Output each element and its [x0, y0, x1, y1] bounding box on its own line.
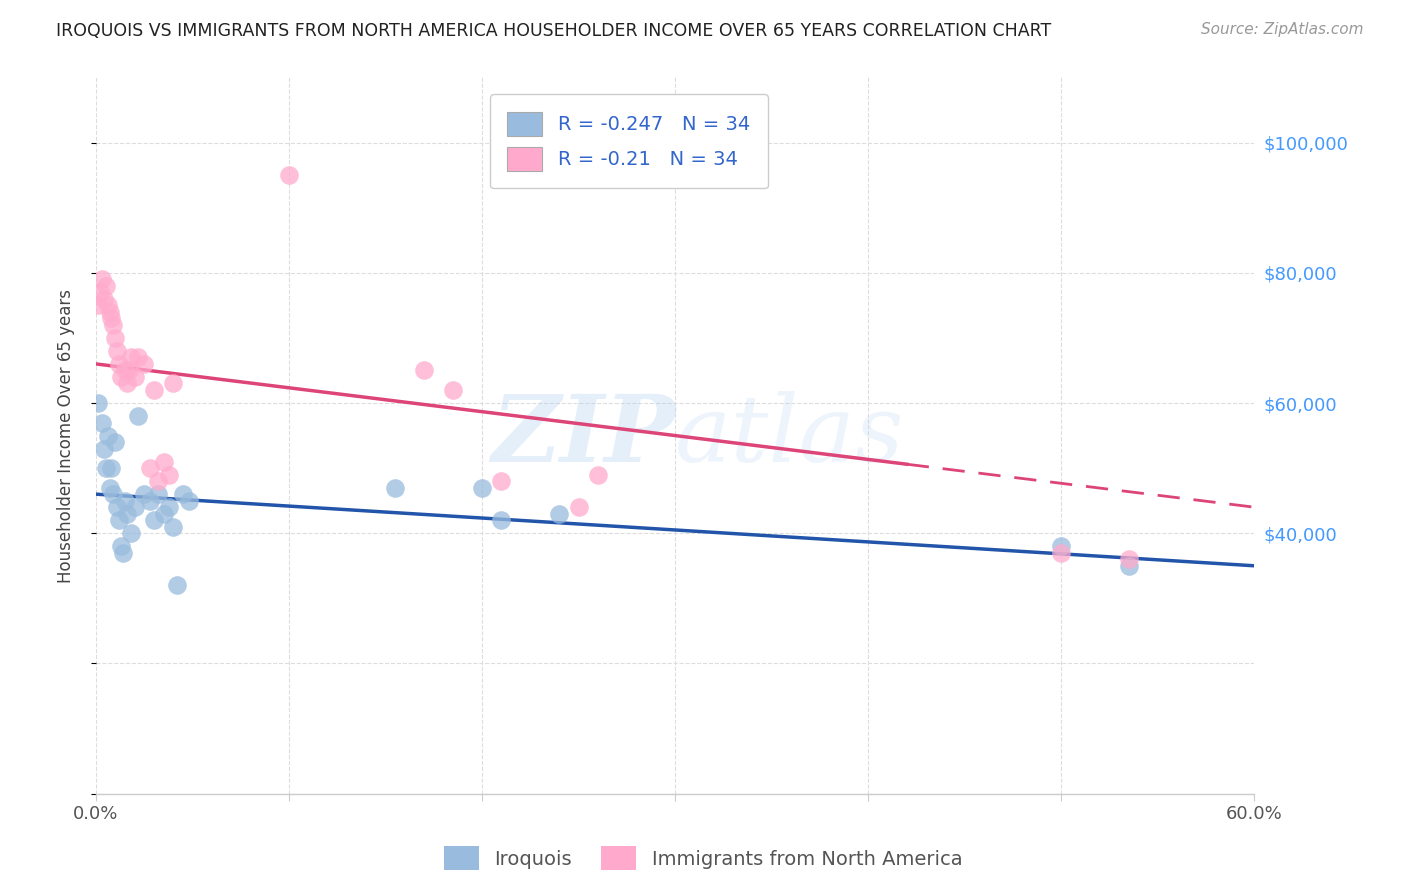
Point [139, 493, 162, 508]
Point [114, 493, 136, 508]
Point [491, 513, 513, 527]
Point [491, 474, 513, 488]
Point [142, 513, 165, 527]
Point [384, 481, 406, 495]
Text: IROQUOIS VS IMMIGRANTS FROM NORTH AMERICA HOUSEHOLDER INCOME OVER 65 YEARS CORRE: IROQUOIS VS IMMIGRANTS FROM NORTH AMERIC… [56, 22, 1052, 40]
Point [471, 481, 494, 495]
Point [98, 481, 121, 495]
Point [157, 500, 180, 515]
Point [93, 442, 115, 456]
Point [115, 376, 138, 391]
Point [162, 519, 184, 533]
Point [114, 363, 136, 377]
Point [146, 474, 169, 488]
Point [90, 416, 112, 430]
Point [124, 370, 146, 384]
Point [90, 272, 112, 286]
Point [177, 493, 200, 508]
Point [104, 331, 127, 345]
Legend: Iroquois, Immigrants from North America: Iroquois, Immigrants from North America [436, 838, 970, 878]
Point [94, 278, 117, 293]
Point [152, 507, 174, 521]
Point [105, 500, 128, 515]
Point [127, 351, 149, 365]
Point [1118, 558, 1140, 573]
Point [142, 383, 165, 397]
Point [441, 383, 464, 397]
Point [166, 578, 188, 592]
Point [89, 285, 111, 300]
Point [146, 487, 169, 501]
Point [103, 318, 125, 332]
Point [1050, 539, 1073, 553]
Point [162, 376, 184, 391]
Point [94, 461, 117, 475]
Point [172, 487, 194, 501]
Point [118, 363, 141, 377]
Point [98, 305, 121, 319]
Point [108, 513, 131, 527]
Point [157, 467, 180, 482]
Point [104, 435, 127, 450]
Point [134, 357, 156, 371]
Point [93, 292, 115, 306]
Point [108, 357, 131, 371]
Point [115, 507, 138, 521]
Point [103, 487, 125, 501]
Point [120, 351, 142, 365]
Legend: R = -0.247   N = 34, R = -0.21   N = 34: R = -0.247 N = 34, R = -0.21 N = 34 [489, 95, 768, 188]
Point [1050, 546, 1073, 560]
Point [105, 343, 128, 358]
Point [127, 409, 149, 423]
Text: Source: ZipAtlas.com: Source: ZipAtlas.com [1201, 22, 1364, 37]
Point [124, 500, 146, 515]
Point [110, 539, 132, 553]
Point [110, 370, 132, 384]
Point [97, 428, 120, 442]
Point [1118, 552, 1140, 566]
Point [568, 500, 591, 515]
Point [152, 454, 174, 468]
Point [278, 168, 301, 182]
Point [548, 507, 571, 521]
Point [120, 526, 142, 541]
Point [87, 396, 110, 410]
Point [413, 363, 436, 377]
Y-axis label: Householder Income Over 65 years: Householder Income Over 65 years [58, 288, 75, 582]
Text: ZIP: ZIP [491, 391, 675, 481]
Point [586, 467, 609, 482]
Point [134, 487, 156, 501]
Point [100, 461, 122, 475]
Point [87, 298, 110, 312]
Point [112, 546, 135, 560]
Point [100, 311, 122, 326]
Text: atlas: atlas [675, 391, 904, 481]
Point [139, 461, 162, 475]
Point [97, 298, 120, 312]
